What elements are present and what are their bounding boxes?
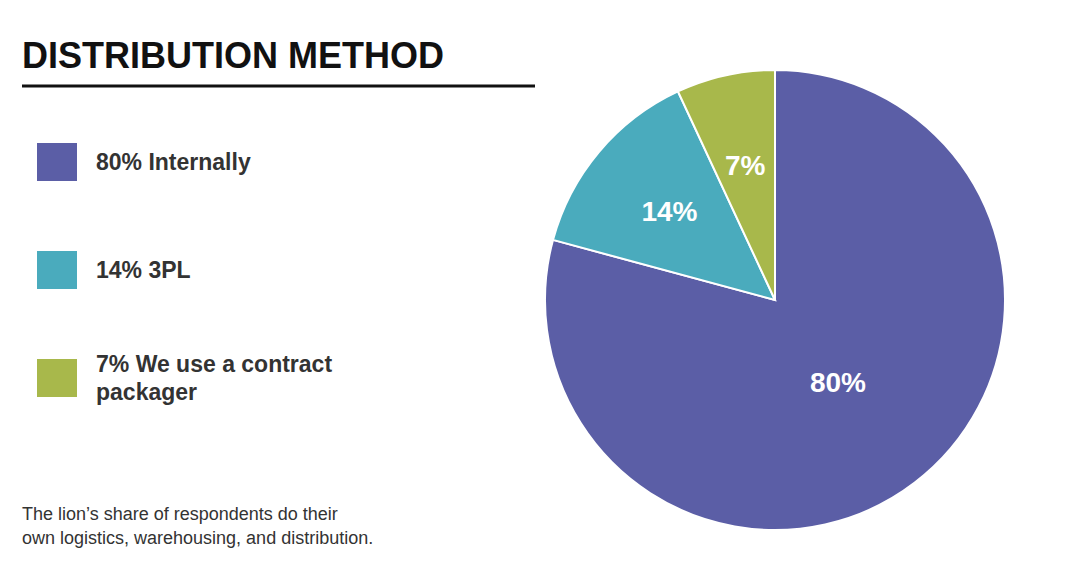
- chart-title: DISTRIBUTION METHOD: [22, 35, 444, 76]
- title-underline: [22, 85, 535, 88]
- pie: [545, 70, 1005, 530]
- footnote: The lion’s share of respondents do their…: [22, 504, 373, 548]
- slice-labels: 80% 14% 7%: [641, 150, 866, 398]
- chart-container: DISTRIBUTION METHOD 80% 14% 7% 80% Internall…: [0, 0, 1070, 580]
- pie-slice: [678, 70, 775, 300]
- legend-swatch: [37, 143, 77, 181]
- data-label: 14%: [641, 196, 697, 227]
- legend-swatch: [37, 359, 77, 397]
- legend: 80% Internally 14% 3PL 7% We use a contrac…: [37, 143, 332, 405]
- legend-label: 7% We use a contractpackager: [96, 351, 332, 405]
- pie-slice: [545, 70, 1005, 530]
- legend-swatch: [37, 251, 77, 289]
- legend-label: 14% 3PL: [96, 257, 191, 283]
- data-label: 80%: [810, 367, 866, 398]
- legend-label: 80% Internally: [96, 149, 251, 175]
- chart-svg: DISTRIBUTION METHOD 80% 14% 7% 80% Internall…: [0, 0, 1070, 580]
- data-label: 7%: [725, 150, 766, 181]
